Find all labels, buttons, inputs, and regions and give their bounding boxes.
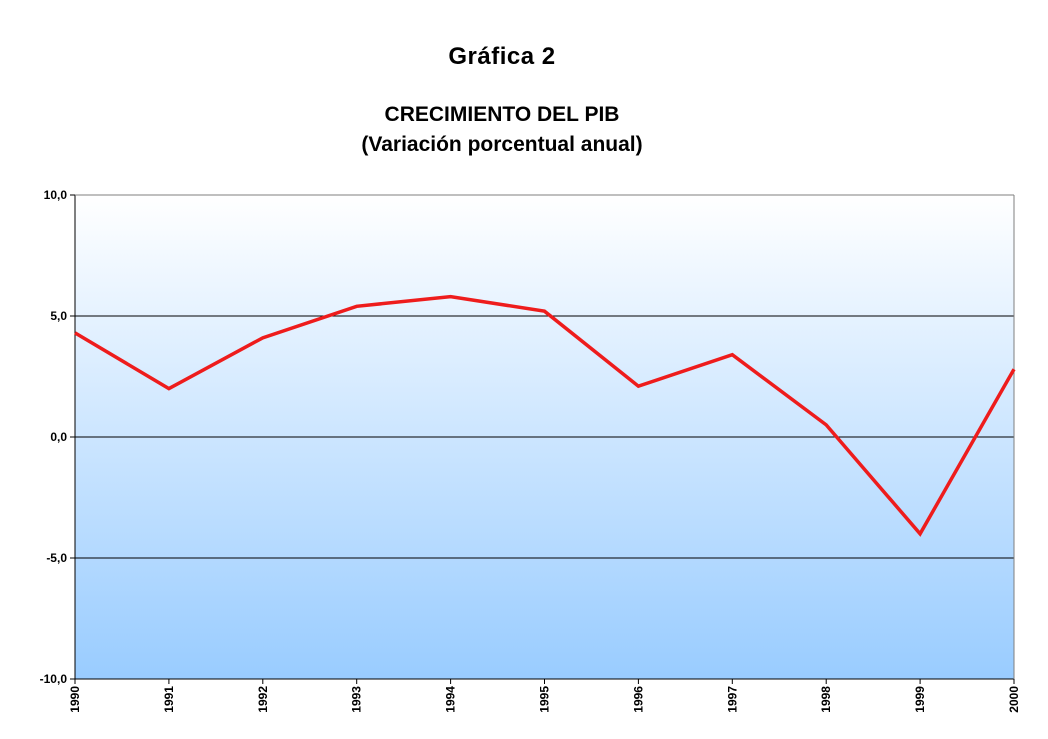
x-tick-labels: 1990 1991 1992 1993 1994 1995 1996 1997 1998 1999… — [68, 686, 1021, 713]
x-tick-label: 1994 — [444, 686, 458, 713]
x-tick-label: 1998 — [819, 686, 833, 713]
x-tick-label: 1999 — [913, 686, 927, 713]
grid-lines — [75, 315, 1014, 559]
figure-label: Gráfica 2 — [448, 43, 556, 70]
x-tick-label: 1997 — [725, 686, 739, 713]
x-tick-label: 1990 — [68, 686, 82, 713]
y-tick-label: 10,0 — [44, 188, 68, 202]
y-tick-labels: -10,0 -5,0 0,0 5,0 10,0 — [40, 188, 68, 686]
y-tick-label: -10,0 — [40, 672, 68, 686]
x-tick-label: 2000 — [1007, 686, 1021, 713]
series-layer — [74, 294, 1016, 537]
chart-title: CRECIMIENTO DEL PIB — [384, 103, 620, 126]
x-tick-label: 1996 — [631, 686, 645, 713]
y-tick-label: -5,0 — [46, 551, 67, 565]
x-tick-label: 1995 — [538, 686, 552, 713]
y-tick-label: 5,0 — [50, 309, 67, 323]
x-tick-label: 1991 — [162, 686, 176, 713]
x-tick-label: 1993 — [350, 686, 364, 713]
axes — [70, 194, 1015, 684]
x-tick-label: 1992 — [256, 686, 270, 713]
chart-subtitle: (Variación porcentual anual) — [361, 133, 643, 156]
y-tick-label: 0,0 — [50, 430, 67, 444]
